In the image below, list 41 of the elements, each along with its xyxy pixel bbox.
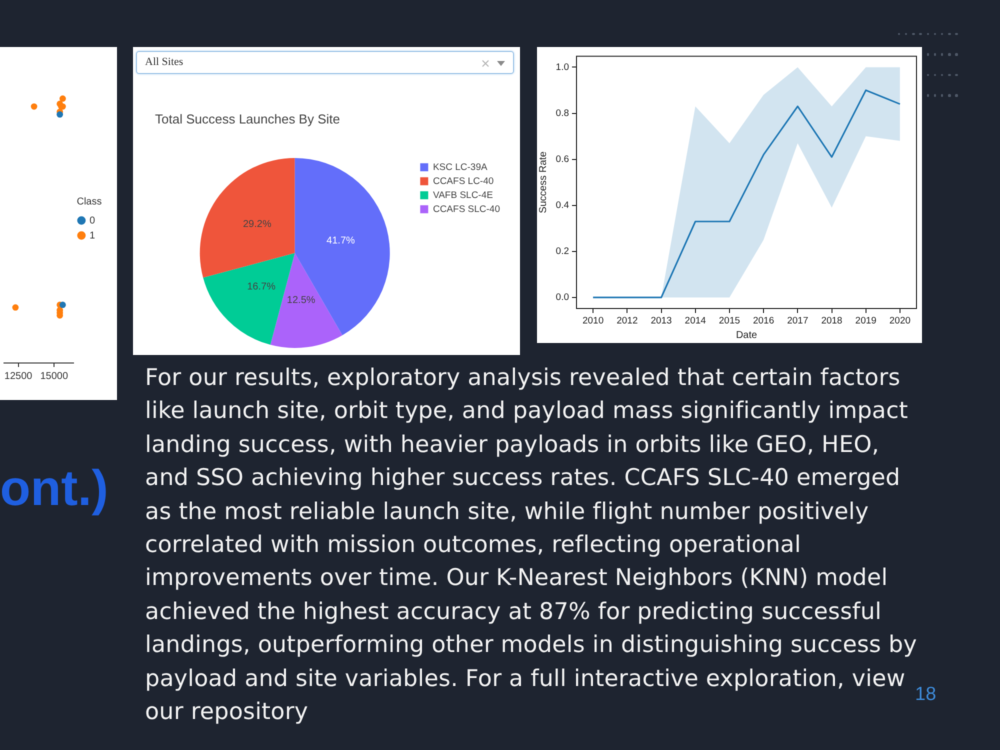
legend-label: 1	[89, 230, 96, 242]
x-axis-title: Date	[736, 330, 758, 341]
y-tick-label: 0.8	[556, 108, 569, 119]
x-tick-label: 2016	[752, 315, 774, 326]
x-tick-label: 2015	[718, 315, 740, 326]
y-tick-label: 0.4	[556, 200, 569, 211]
x-tick-label: 2020	[889, 315, 911, 326]
x-tick-label: 2010	[582, 315, 604, 326]
point	[56, 111, 64, 118]
y-axis-title: Success Rate	[538, 151, 549, 214]
data-label: 16.7%	[247, 281, 276, 292]
point	[60, 302, 66, 308]
y-tick-label: 0.6	[556, 154, 569, 165]
x-tick-label: 12500	[4, 370, 33, 382]
data-label: 41.7%	[326, 235, 356, 246]
dropdown-field: All Sites	[136, 51, 514, 74]
x-tick-label: 2014	[684, 315, 706, 326]
chart-title: Total Success Launches By Site	[155, 112, 340, 127]
point	[60, 95, 66, 102]
y-tick-label: 1.0	[556, 62, 569, 73]
text: For our results, exploratory analysis revealed that certain factors like launch site, orbit type, and payload mass significantly impact landing success, with heavier payloads in orbits like GEO, HEO, and SSO achieving higher success rates. CCAFS SLC-40 emerged as the most reliable launch site, while flight number positively correlated with mission outcomes, reflecting operational improvements over time. Our K-Nearest Neighbors (KNN) model achieved the highest accuracy at 87% for predicting successful landings, outperforming other models in distinguishing success by payload and site variables. For a full interactive exploration, view our repository	[145, 365, 917, 726]
x-tick-label: 2013	[650, 315, 672, 326]
legend-title: Class	[76, 196, 102, 208]
text: ont.)	[0, 460, 108, 516]
x-tick-label: 2019	[855, 315, 876, 326]
legend-label: CCAFS SLC-40	[432, 204, 500, 215]
text: 18	[915, 684, 936, 706]
x-tick-label: 2012	[616, 315, 638, 326]
y-tick-label: 0.0	[556, 292, 569, 304]
y-tick-label: 0.2	[556, 246, 569, 258]
data-label: 12.5%	[286, 294, 316, 306]
legend-label: 0	[89, 215, 96, 226]
legend-label: KSC LC-39A	[432, 162, 488, 173]
legend-label: CCAFS LC-40	[432, 176, 494, 187]
legend-label: VAFB SLC-4E	[432, 190, 493, 201]
point	[12, 304, 19, 311]
x-tick-label: 15000	[40, 370, 68, 382]
x-tick-label: 2017	[787, 315, 808, 326]
data-label: 29.2%	[242, 218, 272, 230]
x-tick-label: 2018	[821, 315, 842, 326]
point	[30, 103, 38, 110]
